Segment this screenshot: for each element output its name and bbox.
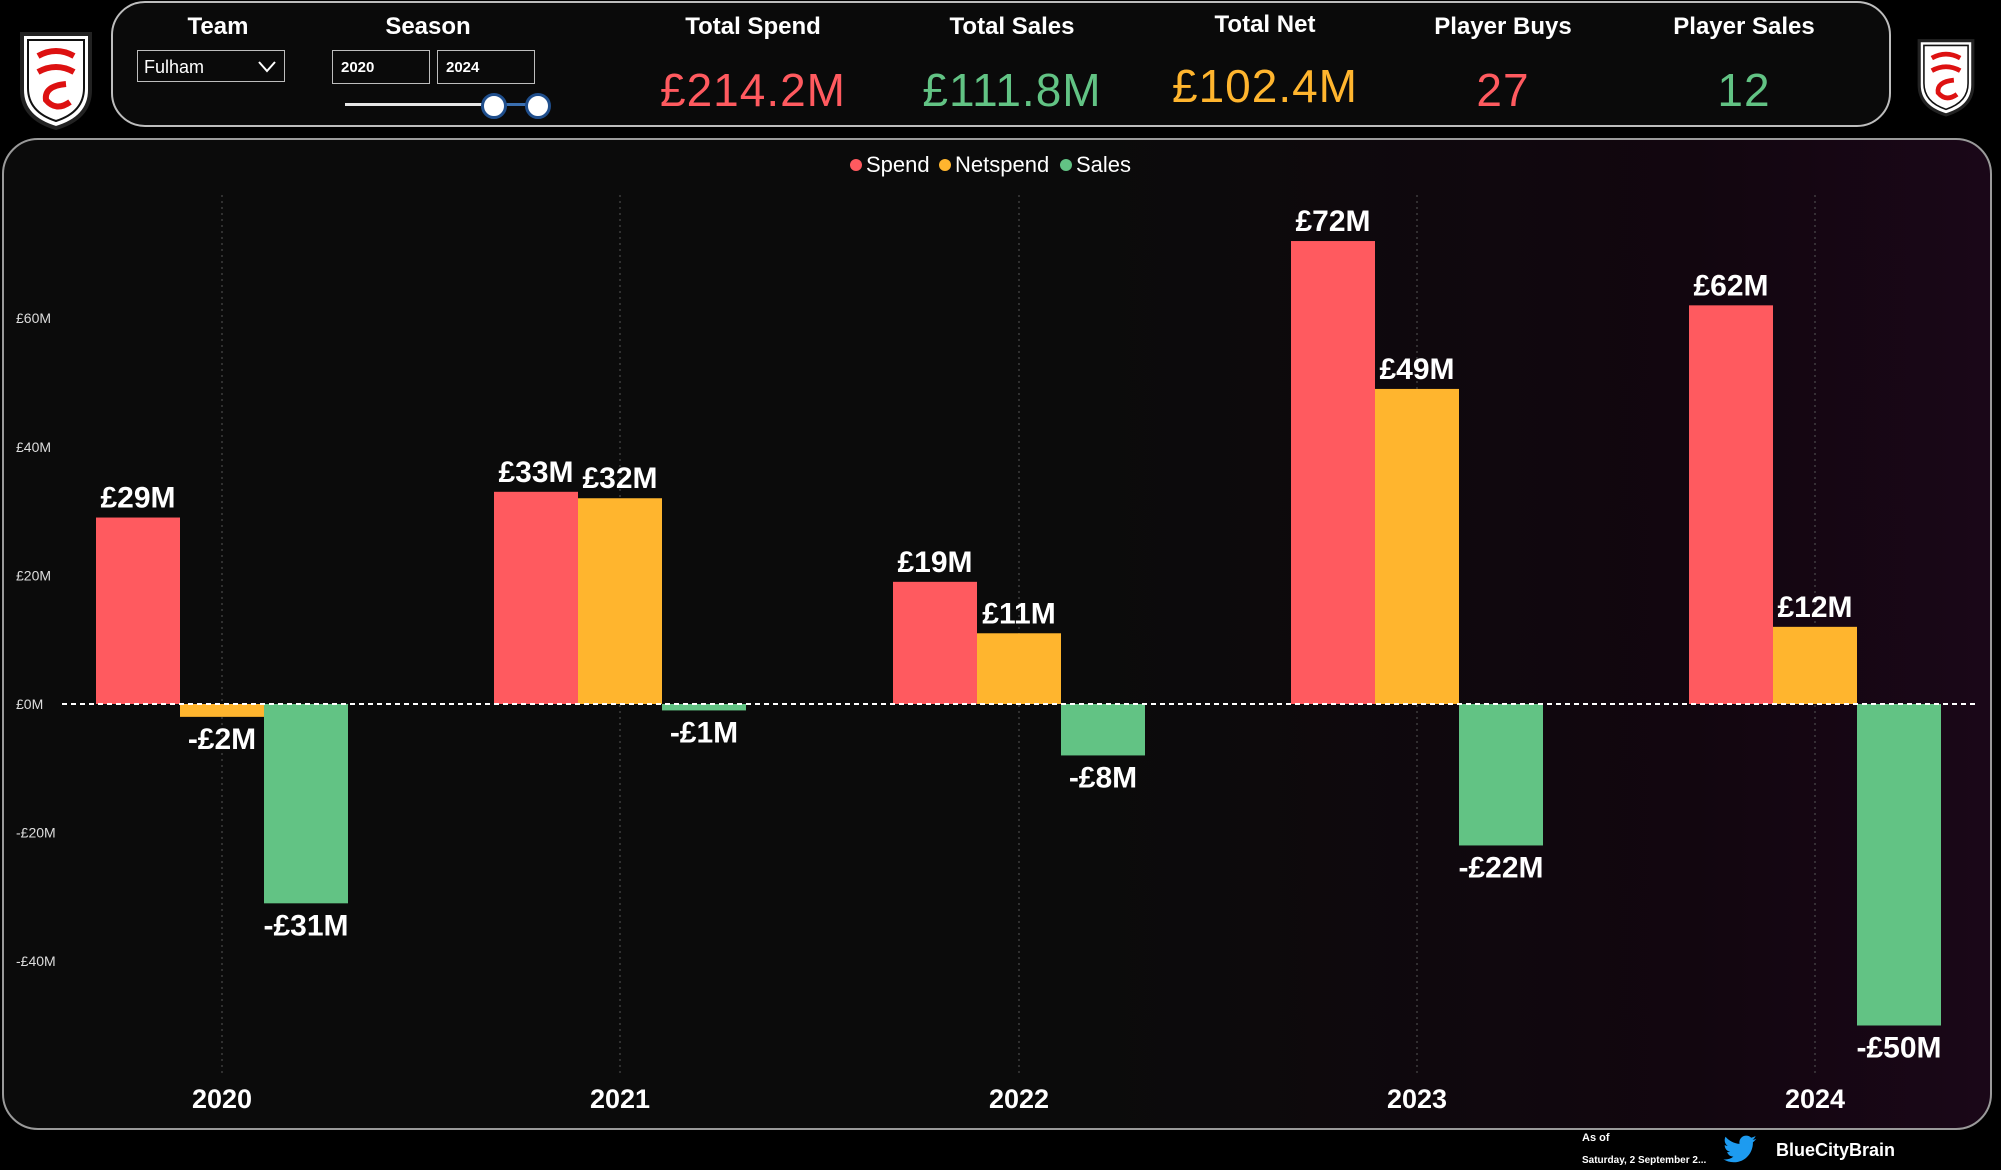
bar-sales	[662, 704, 746, 711]
y-tick-label: -£20M	[16, 825, 56, 841]
data-label: £33M	[498, 456, 573, 489]
x-category-label: 2022	[989, 1084, 1049, 1114]
legend-label: Netspend	[955, 152, 1049, 177]
kpi-value: £111.8M	[922, 64, 1102, 116]
bar-spend	[1689, 305, 1773, 704]
kpi-filter-bar: Team Season Fulham 2020 2024 Total Spend…	[111, 1, 1891, 127]
bar-netspend	[977, 633, 1061, 704]
team-dropdown[interactable]: Fulham	[137, 50, 285, 82]
bar-spend	[96, 517, 180, 704]
bar-netspend	[180, 704, 264, 717]
season-filter-label: Season	[385, 13, 471, 40]
bar-spend	[494, 491, 578, 704]
team-dropdown-value: Fulham	[144, 57, 205, 77]
bar-spend	[893, 581, 977, 704]
season-end-input[interactable]: 2024	[437, 50, 535, 84]
data-label: £11M	[982, 597, 1055, 630]
legend-marker	[850, 159, 862, 171]
bar-sales	[1061, 704, 1145, 756]
y-tick-label: £60M	[16, 310, 51, 326]
y-tick-label: -£40M	[16, 953, 56, 969]
kpi-player-buys: Player Buys 27	[1393, 3, 1613, 117]
x-category-label: 2021	[590, 1084, 650, 1114]
season-slider-end-handle[interactable]	[525, 93, 551, 119]
season-slider-track[interactable]	[345, 103, 505, 106]
data-label: £12M	[1777, 591, 1852, 624]
data-label: -£1M	[670, 716, 738, 749]
bar-netspend	[578, 498, 662, 704]
data-label: -£31M	[263, 909, 348, 942]
season-end-value: 2024	[446, 59, 480, 76]
team-filter-label: Team	[187, 13, 249, 40]
twitter-bird-icon[interactable]	[1722, 1135, 1758, 1165]
kpi-total-sales: Total Sales £111.8M	[902, 3, 1122, 117]
data-label: £72M	[1295, 205, 1370, 238]
legend-marker	[939, 159, 951, 171]
kpi-value: £214.2M	[659, 64, 846, 116]
as-of-label: As of	[1582, 1132, 1610, 1144]
fulham-crest-icon	[1914, 36, 1978, 118]
kpi-label: Player Sales	[1673, 13, 1815, 40]
kpi-label: Player Buys	[1434, 13, 1572, 40]
legend-label: Spend	[866, 152, 930, 177]
data-label: £49M	[1379, 353, 1454, 386]
kpi-total-spend: Total Spend £214.2M	[643, 3, 863, 117]
kpi-value: £102.4M	[1171, 60, 1358, 112]
kpi-label: Total Net	[1214, 11, 1316, 38]
legend-marker	[1060, 159, 1072, 171]
x-category-label: 2023	[1387, 1084, 1447, 1114]
x-category-label: 2024	[1785, 1084, 1845, 1114]
kpi-label: Total Sales	[949, 13, 1075, 40]
bar-sales	[264, 704, 348, 904]
as-of-date: Saturday, 2 September 2...	[1582, 1155, 1707, 1166]
kpi-label: Total Spend	[685, 13, 821, 40]
y-tick-label: £40M	[16, 439, 51, 455]
season-slider-range	[493, 103, 541, 106]
kpi-player-sales: Player Sales 12	[1634, 3, 1854, 117]
season-start-value: 2020	[341, 59, 375, 76]
season-slider-start-handle[interactable]	[481, 93, 507, 119]
season-start-input[interactable]: 2020	[332, 50, 430, 84]
bar-netspend	[1773, 626, 1857, 704]
fulham-crest-icon	[16, 28, 96, 132]
kpi-value: 12	[1717, 64, 1771, 116]
bar-sales	[1857, 704, 1941, 1026]
data-label: -£2M	[188, 723, 256, 756]
data-label: £62M	[1693, 269, 1768, 302]
chevron-down-icon	[256, 55, 278, 77]
bar-netspend	[1375, 388, 1459, 704]
data-label: -£8M	[1069, 761, 1137, 794]
bar-spend	[1291, 241, 1375, 705]
bar-sales	[1459, 704, 1543, 846]
y-tick-label: £20M	[16, 567, 51, 583]
twitter-handle[interactable]: BlueCityBrain	[1776, 1140, 1896, 1160]
kpi-value: 27	[1476, 64, 1530, 116]
data-label: £29M	[100, 482, 175, 515]
data-label: -£22M	[1458, 851, 1543, 884]
data-label: -£50M	[1856, 1032, 1941, 1065]
data-label: £19M	[897, 546, 972, 579]
y-tick-label: £0M	[16, 696, 43, 712]
data-label: £32M	[582, 462, 657, 495]
transfer-bar-chart: £60M £40M £20M £0M -£20M -£40M £29M £33M £19M £72…	[16, 152, 1975, 1114]
kpi-total-net: Total Net £102.4M	[1155, 3, 1375, 113]
x-category-label: 2020	[192, 1084, 252, 1114]
legend-label: Sales	[1076, 152, 1131, 177]
